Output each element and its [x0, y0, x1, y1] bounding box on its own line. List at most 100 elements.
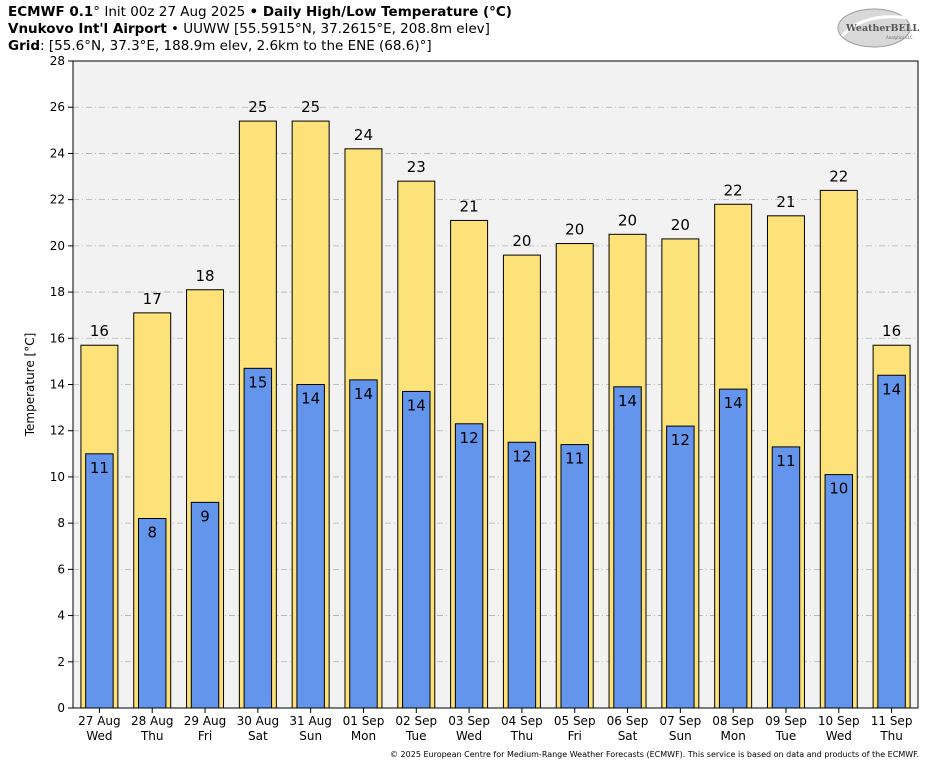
- logo-sub: Analytics LLC: [886, 35, 913, 40]
- x-tick-date: 08 Sep: [712, 714, 754, 728]
- x-tick-date: 06 Sep: [607, 714, 649, 728]
- y-tick-label: 16: [50, 331, 65, 345]
- x-tick-weekday: Wed: [826, 729, 852, 743]
- low-temp-label: 11: [90, 459, 109, 477]
- x-tick-date: 05 Sep: [554, 714, 596, 728]
- x-tick-weekday: Tue: [405, 729, 427, 743]
- model-deg: °: [93, 4, 101, 20]
- x-tick-date: 11 Sep: [871, 714, 913, 728]
- high-temp-label: 22: [724, 181, 743, 199]
- copyright-notice: © 2025 European Centre for Medium-Range …: [390, 750, 919, 759]
- low-temp-label: 14: [301, 390, 320, 408]
- high-temp-label: 25: [248, 98, 267, 116]
- x-tick-date: 02 Sep: [395, 714, 437, 728]
- low-temp-bar: [137, 518, 167, 709]
- y-tick-label: 6: [57, 562, 65, 576]
- x-tick-date: 03 Sep: [448, 714, 490, 728]
- high-temp-label: 18: [195, 267, 214, 285]
- grid-label: Grid: [8, 38, 41, 54]
- x-tick-date: 01 Sep: [343, 714, 385, 728]
- low-temp-bar: [190, 501, 220, 709]
- x-tick-date: 07 Sep: [659, 714, 701, 728]
- y-tick-label: 24: [50, 146, 65, 160]
- low-temp-bar: [243, 367, 273, 709]
- station-info: UUWW [55.5915°N, 37.2615°E, 208.8m elev]: [183, 21, 490, 37]
- high-temp-label: 16: [882, 322, 901, 340]
- low-temp-bar: [877, 374, 906, 709]
- low-temp-label: 12: [460, 429, 479, 447]
- y-tick-label: 8: [57, 516, 65, 530]
- x-tick-weekday: Thu: [879, 729, 903, 743]
- grid-info: : [55.6°N, 37.3°E, 188.9m elev, 2.6km to…: [40, 38, 432, 54]
- header-line-3: Grid: [55.6°N, 37.3°E, 188.9m elev, 2.6k…: [8, 38, 432, 55]
- high-temp-label: 20: [671, 216, 690, 234]
- y-tick-label: 2: [57, 655, 65, 669]
- x-tick-date: 04 Sep: [501, 714, 543, 728]
- high-temp-label: 24: [354, 126, 373, 144]
- low-temp-bar: [824, 474, 854, 709]
- low-temp-label: 10: [829, 480, 848, 498]
- low-temp-bar: [771, 446, 801, 709]
- x-tick-weekday: Fri: [568, 729, 582, 743]
- y-tick-label: 26: [50, 100, 65, 114]
- low-temp-label: 14: [724, 394, 743, 412]
- high-temp-label: 20: [618, 211, 637, 229]
- low-temp-label: 14: [618, 392, 637, 410]
- bullet: •: [249, 4, 259, 20]
- x-tick-weekday: Mon: [351, 729, 376, 743]
- y-tick-label: 28: [50, 54, 65, 68]
- low-temp-label: 12: [512, 447, 531, 465]
- init-time: Init 00z 27 Aug 2025: [100, 4, 250, 20]
- low-temp-bar: [666, 425, 695, 709]
- station-name: Vnukovo Int'l Airport: [8, 21, 167, 37]
- low-temp-label: 15: [248, 373, 267, 391]
- high-temp-label: 20: [512, 232, 531, 250]
- x-tick-weekday: Thu: [510, 729, 534, 743]
- low-temp-label: 14: [882, 380, 901, 398]
- low-temp-bar: [349, 379, 378, 709]
- product-title: Daily High/Low Temperature (°C): [258, 4, 512, 20]
- low-temp-bar: [507, 441, 537, 709]
- x-tick-date: 30 Aug: [237, 714, 280, 728]
- low-temp-bar: [560, 444, 589, 709]
- high-temp-label: 25: [301, 98, 320, 116]
- y-tick-label: 14: [50, 378, 65, 392]
- header-line-2: Vnukovo Int'l Airport • UUWW [55.5915°N,…: [8, 21, 490, 38]
- x-tick-date: 27 Aug: [78, 714, 121, 728]
- low-temp-bar: [296, 384, 325, 709]
- low-temp-label: 9: [200, 507, 210, 525]
- low-temp-bar: [402, 390, 431, 709]
- low-temp-label: 14: [407, 396, 426, 414]
- high-temp-label: 16: [90, 322, 109, 340]
- low-temp-bar: [613, 386, 642, 709]
- y-tick-label: 22: [50, 193, 65, 207]
- logo-text: WeatherBELL: [845, 23, 919, 34]
- y-tick-label: 12: [50, 424, 65, 438]
- bullet: •: [166, 21, 184, 37]
- high-temp-label: 20: [565, 221, 584, 239]
- x-tick-weekday: Thu: [140, 729, 164, 743]
- low-temp-label: 8: [147, 524, 157, 542]
- high-temp-label: 21: [776, 193, 795, 211]
- x-tick-date: 28 Aug: [131, 714, 174, 728]
- x-tick-date: 31 Aug: [289, 714, 332, 728]
- x-tick-weekday: Wed: [456, 729, 482, 743]
- low-temp-label: 14: [354, 385, 373, 403]
- x-tick-weekday: Tue: [775, 729, 797, 743]
- weatherbell-logo: WeatherBELL Analytics LLC: [837, 8, 919, 48]
- y-tick-label: 18: [50, 285, 65, 299]
- x-tick-date: 10 Sep: [818, 714, 860, 728]
- header-line-1: ECMWF 0.1° Init 00z 27 Aug 2025 • Daily …: [8, 4, 512, 21]
- y-tick-label: 20: [50, 239, 65, 253]
- x-tick-weekday: Sat: [618, 729, 638, 743]
- x-tick-weekday: Sun: [669, 729, 692, 743]
- x-tick-date: 09 Sep: [765, 714, 807, 728]
- high-temp-label: 22: [829, 167, 848, 185]
- high-temp-label: 17: [143, 290, 162, 308]
- low-temp-label: 11: [776, 452, 795, 470]
- low-temp-bar: [85, 453, 114, 709]
- x-tick-weekday: Wed: [86, 729, 112, 743]
